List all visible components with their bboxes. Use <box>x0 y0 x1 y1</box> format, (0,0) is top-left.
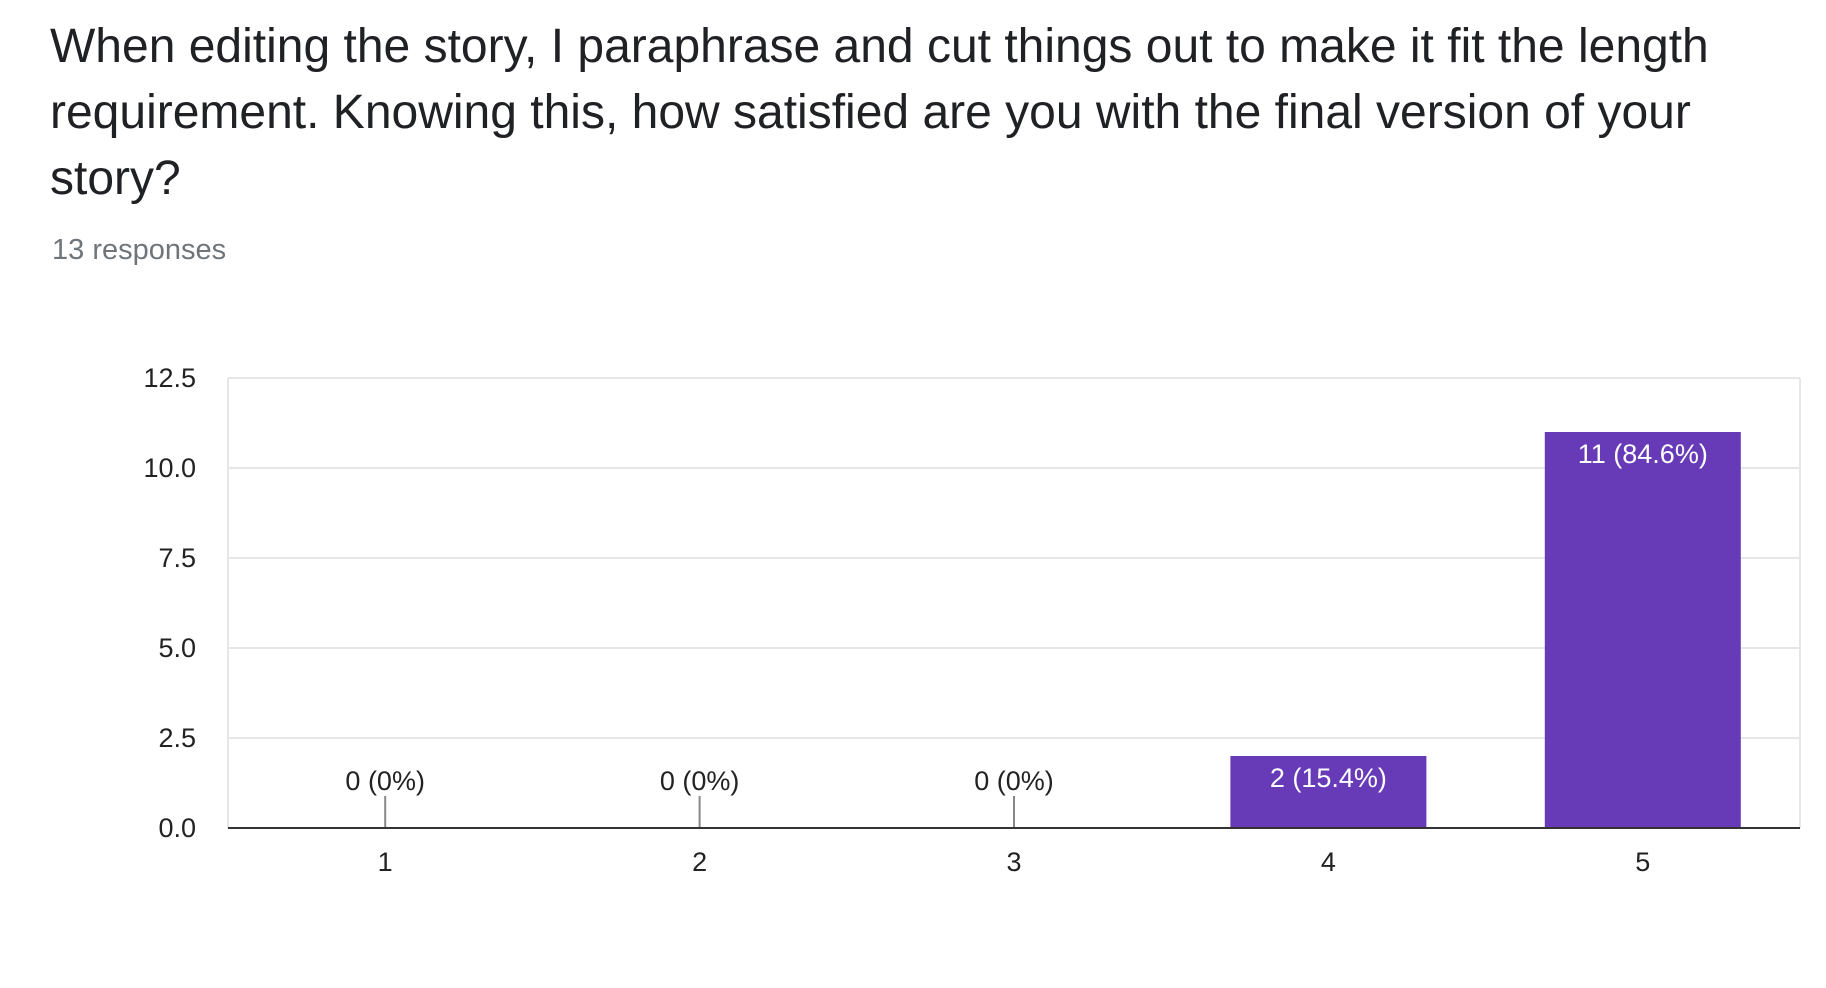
x-axis-ticks: 1 2 3 4 5 <box>228 827 1800 877</box>
x-tick-label: 4 <box>1321 847 1336 877</box>
x-tick-label: 3 <box>1006 847 1021 877</box>
y-tick-label: 5.0 <box>158 633 196 663</box>
data-label: 0 (0%) <box>660 766 740 796</box>
bar-5 <box>1544 432 1741 828</box>
y-tick-label: 0.0 <box>158 813 196 843</box>
bars: 0 (0%) 0 (0%) 0 (0%) 2 (15.4%) 11 (84.6%) <box>345 432 1741 828</box>
question-title: When editing the story, I paraphrase and… <box>50 20 1709 205</box>
x-tick-label: 5 <box>1635 847 1650 877</box>
gridlines <box>227 377 1801 828</box>
data-label: 0 (0%) <box>974 766 1054 796</box>
data-label: 0 (0%) <box>345 766 425 796</box>
y-tick-label: 7.5 <box>158 543 196 573</box>
y-tick-label: 12.5 <box>143 363 196 393</box>
data-label: 11 (84.6%) <box>1578 439 1708 469</box>
x-tick-label: 2 <box>692 847 707 877</box>
y-tick-label: 2.5 <box>158 723 196 753</box>
x-tick-label: 1 <box>378 847 393 877</box>
data-label: 2 (15.4%) <box>1270 763 1387 793</box>
y-axis-ticks: 0.0 2.5 5.0 7.5 10.0 12.5 <box>143 363 196 843</box>
response-count: 13 responses <box>52 234 227 266</box>
y-tick-label: 10.0 <box>143 453 196 483</box>
bar-4 <box>1230 756 1427 828</box>
